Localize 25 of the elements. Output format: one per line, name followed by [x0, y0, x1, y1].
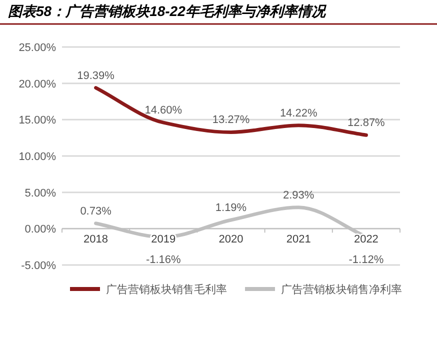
data-label: 1.19%	[215, 202, 247, 214]
data-label: 14.22%	[280, 107, 318, 120]
data-label: 13.27%	[212, 114, 250, 126]
title: 图表58：广告营销板块18-22年毛利率与净利率情况	[8, 3, 326, 19]
x-tick-label: 2020	[218, 234, 244, 246]
data-label: 2.93%	[283, 189, 314, 202]
data-label: -1.16%	[146, 254, 182, 266]
y-tick-label: -5.00%	[21, 260, 56, 272]
legend-label: 广告营销板块销售毛利率	[106, 283, 227, 296]
data-label: 12.87%	[348, 117, 386, 130]
y-tick-label: 10.00%	[18, 151, 56, 163]
data-label: 0.73%	[80, 205, 112, 218]
data-label: -1.12%	[348, 254, 384, 266]
data-label: 19.39%	[77, 70, 115, 82]
x-tick-label: 2022	[354, 234, 378, 246]
y-tick-label: 0.00%	[24, 224, 56, 236]
y-tick-label: 25.00%	[18, 42, 56, 54]
x-tick-label: 2019	[151, 234, 176, 246]
y-tick-label: 5.00%	[24, 187, 56, 200]
y-tick-label: 20.00%	[18, 78, 56, 90]
x-tick-label: 2018	[84, 234, 108, 246]
x-tick-label: 2021	[286, 234, 311, 246]
y-tick-label: 15.00%	[18, 114, 56, 127]
data-label: 14.60%	[144, 104, 182, 117]
legend-label: 广告营销板块销售净利率	[281, 283, 402, 296]
